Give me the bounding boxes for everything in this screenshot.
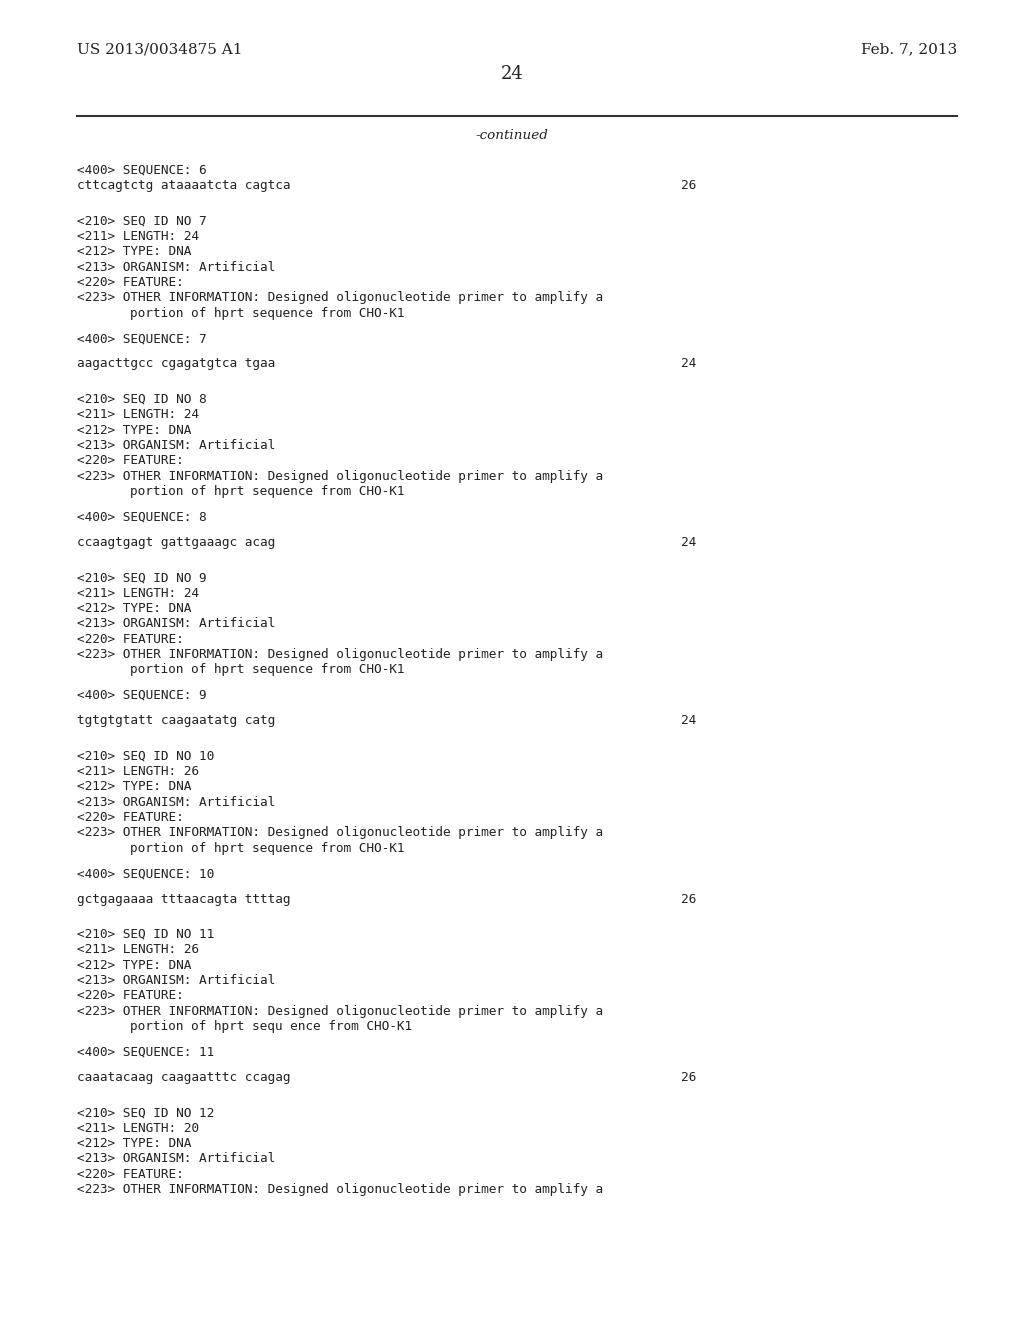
Text: <400> SEQUENCE: 7: <400> SEQUENCE: 7 [77, 333, 207, 345]
Text: 26: 26 [681, 180, 696, 191]
Text: <220> FEATURE:: <220> FEATURE: [77, 990, 183, 1002]
Text: <210> SEQ ID NO 12: <210> SEQ ID NO 12 [77, 1106, 214, 1119]
Text: <213> ORGANISM: Artificial: <213> ORGANISM: Artificial [77, 618, 275, 631]
Text: <211> LENGTH: 24: <211> LENGTH: 24 [77, 408, 199, 421]
Text: <400> SEQUENCE: 9: <400> SEQUENCE: 9 [77, 689, 207, 702]
Text: <212> TYPE: DNA: <212> TYPE: DNA [77, 1137, 191, 1150]
Text: <211> LENGTH: 20: <211> LENGTH: 20 [77, 1122, 199, 1135]
Text: <212> TYPE: DNA: <212> TYPE: DNA [77, 424, 191, 437]
Text: <213> ORGANISM: Artificial: <213> ORGANISM: Artificial [77, 260, 275, 273]
Text: 24: 24 [681, 714, 696, 727]
Text: <212> TYPE: DNA: <212> TYPE: DNA [77, 602, 191, 615]
Text: <212> TYPE: DNA: <212> TYPE: DNA [77, 958, 191, 972]
Text: <400> SEQUENCE: 11: <400> SEQUENCE: 11 [77, 1045, 214, 1059]
Text: <212> TYPE: DNA: <212> TYPE: DNA [77, 780, 191, 793]
Text: <210> SEQ ID NO 8: <210> SEQ ID NO 8 [77, 393, 207, 405]
Text: <220> FEATURE:: <220> FEATURE: [77, 276, 183, 289]
Text: 24: 24 [681, 358, 696, 371]
Text: <211> LENGTH: 24: <211> LENGTH: 24 [77, 230, 199, 243]
Text: <213> ORGANISM: Artificial: <213> ORGANISM: Artificial [77, 1152, 275, 1166]
Text: <213> ORGANISM: Artificial: <213> ORGANISM: Artificial [77, 440, 275, 451]
Text: <223> OTHER INFORMATION: Designed oligonucleotide primer to amplify a: <223> OTHER INFORMATION: Designed oligon… [77, 1183, 603, 1196]
Text: <211> LENGTH: 24: <211> LENGTH: 24 [77, 586, 199, 599]
Text: portion of hprt sequence from CHO-K1: portion of hprt sequence from CHO-K1 [130, 306, 404, 319]
Text: <213> ORGANISM: Artificial: <213> ORGANISM: Artificial [77, 796, 275, 809]
Text: tgtgtgtatt caagaatatg catg: tgtgtgtatt caagaatatg catg [77, 714, 275, 727]
Text: cttcagtctg ataaaatcta cagtca: cttcagtctg ataaaatcta cagtca [77, 180, 290, 191]
Text: <223> OTHER INFORMATION: Designed oligonucleotide primer to amplify a: <223> OTHER INFORMATION: Designed oligon… [77, 826, 603, 840]
Text: <210> SEQ ID NO 10: <210> SEQ ID NO 10 [77, 750, 214, 763]
Text: gctgagaaaa tttaacagta ttttag: gctgagaaaa tttaacagta ttttag [77, 892, 290, 906]
Text: caaatacaag caagaatttc ccagag: caaatacaag caagaatttc ccagag [77, 1071, 290, 1084]
Text: <212> TYPE: DNA: <212> TYPE: DNA [77, 246, 191, 259]
Text: portion of hprt sequence from CHO-K1: portion of hprt sequence from CHO-K1 [130, 842, 404, 855]
Text: <213> ORGANISM: Artificial: <213> ORGANISM: Artificial [77, 974, 275, 987]
Text: <220> FEATURE:: <220> FEATURE: [77, 632, 183, 645]
Text: portion of hprt sequ ence from CHO-K1: portion of hprt sequ ence from CHO-K1 [130, 1020, 413, 1034]
Text: <223> OTHER INFORMATION: Designed oligonucleotide primer to amplify a: <223> OTHER INFORMATION: Designed oligon… [77, 292, 603, 305]
Text: <210> SEQ ID NO 9: <210> SEQ ID NO 9 [77, 572, 207, 585]
Text: <223> OTHER INFORMATION: Designed oligonucleotide primer to amplify a: <223> OTHER INFORMATION: Designed oligon… [77, 648, 603, 661]
Text: portion of hprt sequence from CHO-K1: portion of hprt sequence from CHO-K1 [130, 484, 404, 498]
Text: <223> OTHER INFORMATION: Designed oligonucleotide primer to amplify a: <223> OTHER INFORMATION: Designed oligon… [77, 1005, 603, 1018]
Text: -continued: -continued [475, 129, 549, 143]
Text: <211> LENGTH: 26: <211> LENGTH: 26 [77, 944, 199, 957]
Text: 26: 26 [681, 892, 696, 906]
Text: US 2013/0034875 A1: US 2013/0034875 A1 [77, 42, 243, 57]
Text: <210> SEQ ID NO 11: <210> SEQ ID NO 11 [77, 928, 214, 941]
Text: aagacttgcc cgagatgtca tgaa: aagacttgcc cgagatgtca tgaa [77, 358, 275, 371]
Text: <400> SEQUENCE: 8: <400> SEQUENCE: 8 [77, 511, 207, 524]
Text: ccaagtgagt gattgaaagc acag: ccaagtgagt gattgaaagc acag [77, 536, 275, 549]
Text: portion of hprt sequence from CHO-K1: portion of hprt sequence from CHO-K1 [130, 664, 404, 676]
Text: <220> FEATURE:: <220> FEATURE: [77, 810, 183, 824]
Text: <400> SEQUENCE: 10: <400> SEQUENCE: 10 [77, 867, 214, 880]
Text: <220> FEATURE:: <220> FEATURE: [77, 1168, 183, 1181]
Text: 24: 24 [501, 65, 523, 83]
Text: <223> OTHER INFORMATION: Designed oligonucleotide primer to amplify a: <223> OTHER INFORMATION: Designed oligon… [77, 470, 603, 483]
Text: 24: 24 [681, 536, 696, 549]
Text: <400> SEQUENCE: 6: <400> SEQUENCE: 6 [77, 164, 207, 177]
Text: <210> SEQ ID NO 7: <210> SEQ ID NO 7 [77, 214, 207, 227]
Text: Feb. 7, 2013: Feb. 7, 2013 [861, 42, 957, 57]
Text: <220> FEATURE:: <220> FEATURE: [77, 454, 183, 467]
Text: 26: 26 [681, 1071, 696, 1084]
Text: <211> LENGTH: 26: <211> LENGTH: 26 [77, 766, 199, 777]
